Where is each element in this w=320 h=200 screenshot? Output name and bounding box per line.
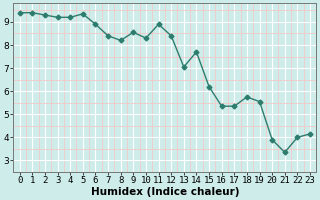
X-axis label: Humidex (Indice chaleur): Humidex (Indice chaleur) [91, 187, 239, 197]
